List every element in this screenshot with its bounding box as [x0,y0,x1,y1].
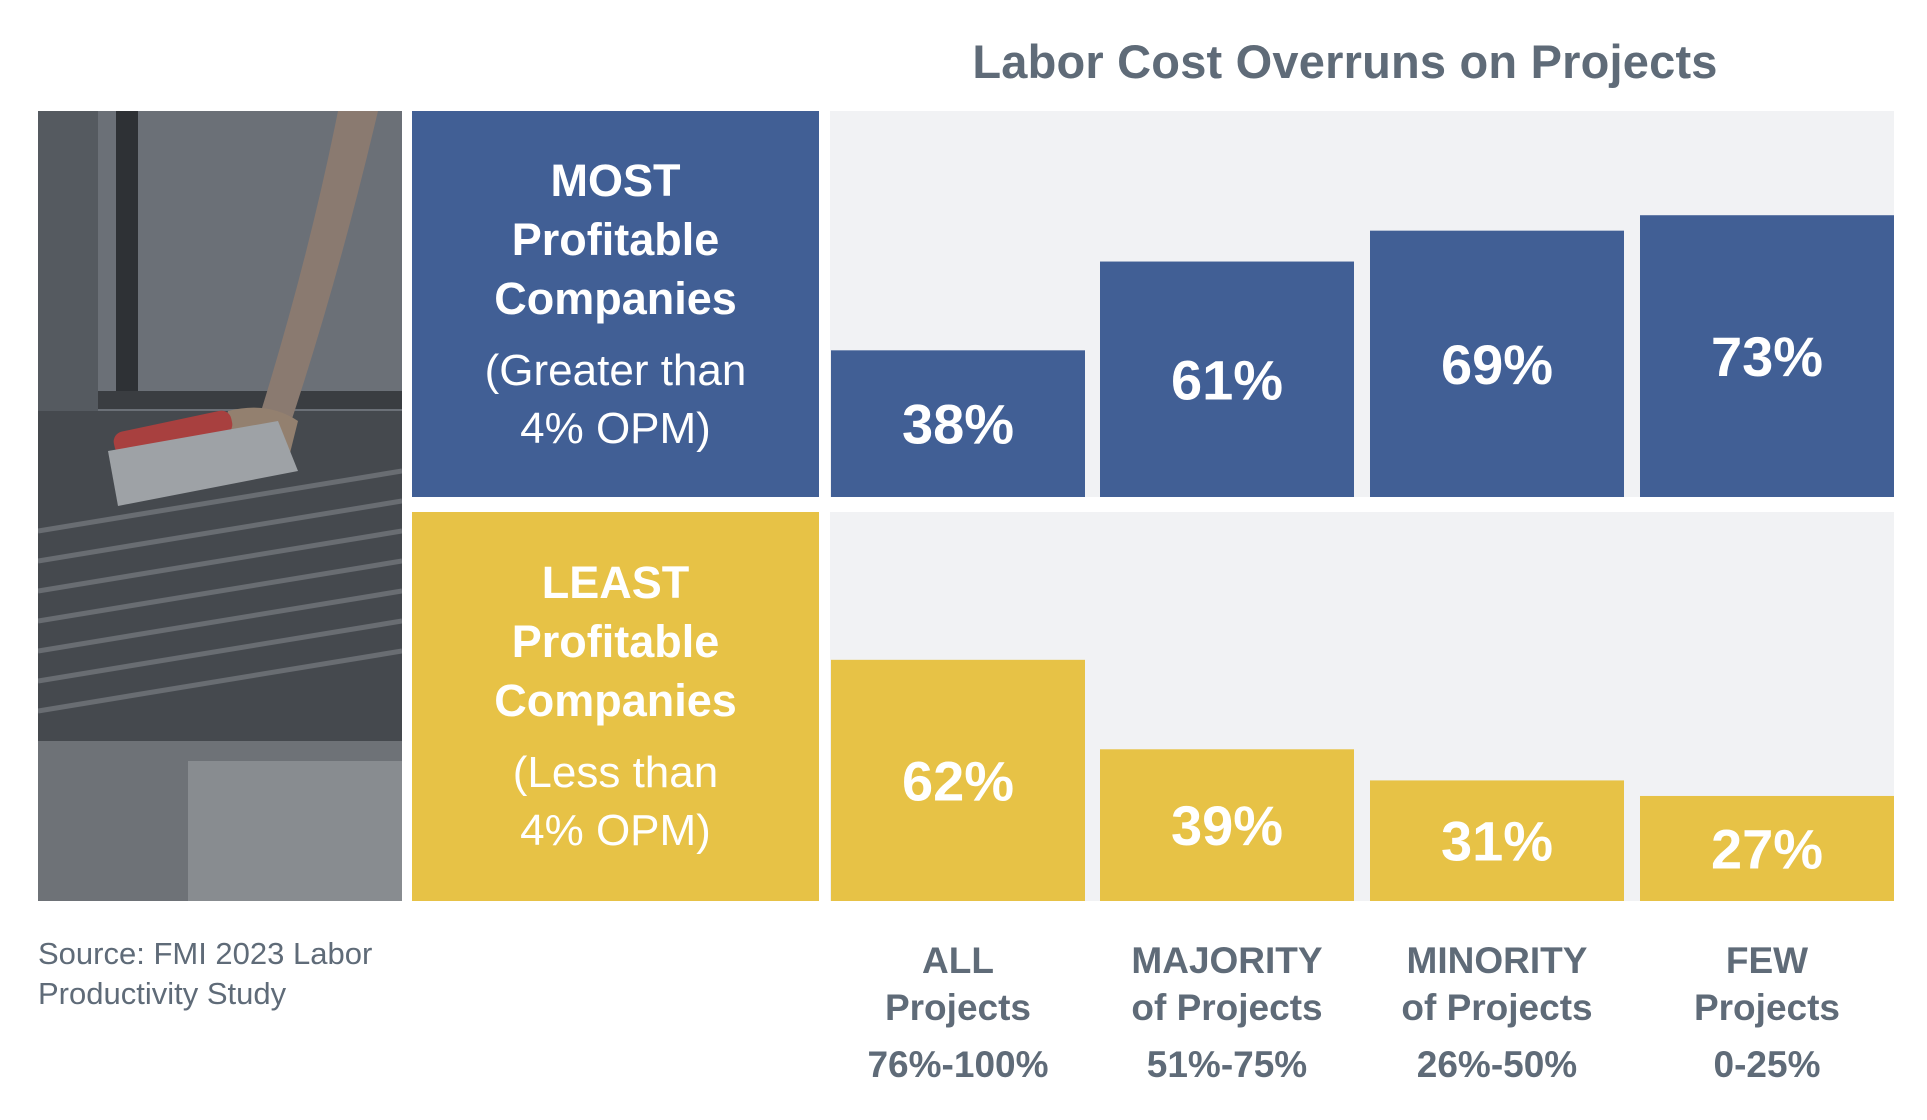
most-profitable-bar-3 [1370,230,1624,497]
most-profitable-bar-4 [1640,215,1894,497]
category-label: FEW Projects [1693,940,1840,1028]
least-profitable-label: LEAST Profitable Companies (Less than 4%… [412,512,819,901]
least-profitable-value-label-4: 27% [1711,817,1823,880]
least-profitable-value-label-3: 31% [1441,810,1553,873]
least-profitable-title: LEAST Profitable Companies [494,557,737,726]
category-all-projects: ALL Projects 76%-100% [831,937,1085,1088]
most-profitable-value-label-1: 38% [902,393,1014,456]
most-profitable-title: MOST Profitable Companies [494,154,737,324]
category-majority-of-projects: MAJORITY of Projects 51%-75% [1100,937,1354,1088]
most-profitable-bar-2 [1100,261,1354,497]
most-profitable-value-label-4: 73% [1711,325,1823,388]
category-range: 0-25% [1713,1044,1821,1085]
tile-worker-image [38,111,402,901]
category-range: 51%-75% [1146,1044,1308,1085]
least-profitable-bar-4 [1640,795,1894,901]
tile-worker-photo [38,111,402,901]
most-profitable-label: MOST Profitable Companies (Greater than … [412,111,819,497]
most-profitable-value-label-3: 69% [1441,333,1553,396]
least-profitable-bar-2 [1100,749,1354,901]
chart-title: Labor Cost Overruns on Projects [972,35,1718,88]
most-profitable-bar-1 [831,350,1085,497]
source-note: Source: FMI 2023 Labor Productivity Stud… [38,936,373,1011]
category-few-projects: FEW Projects 0-25% [1640,937,1894,1088]
most-profitable-value-label-2: 61% [1171,348,1283,411]
least-profitable-bar-1 [831,659,1085,901]
category-label: MINORITY of Projects [1401,940,1593,1028]
category-label: MAJORITY of Projects [1131,940,1323,1028]
least-profitable-bar-3 [1370,780,1624,901]
category-range: 76%-100% [867,1044,1049,1085]
category-range: 26%-50% [1416,1044,1578,1085]
category-minority-of-projects: MINORITY of Projects 26%-50% [1370,937,1624,1088]
category-label: ALL Projects [884,940,1031,1028]
least-profitable-value-label-1: 62% [902,749,1014,812]
most-profitable-subtitle: (Greater than 4% OPM) [484,345,747,453]
least-profitable-value-label-2: 39% [1171,794,1283,857]
least-profitable-subtitle: (Less than 4% OPM) [512,748,719,855]
